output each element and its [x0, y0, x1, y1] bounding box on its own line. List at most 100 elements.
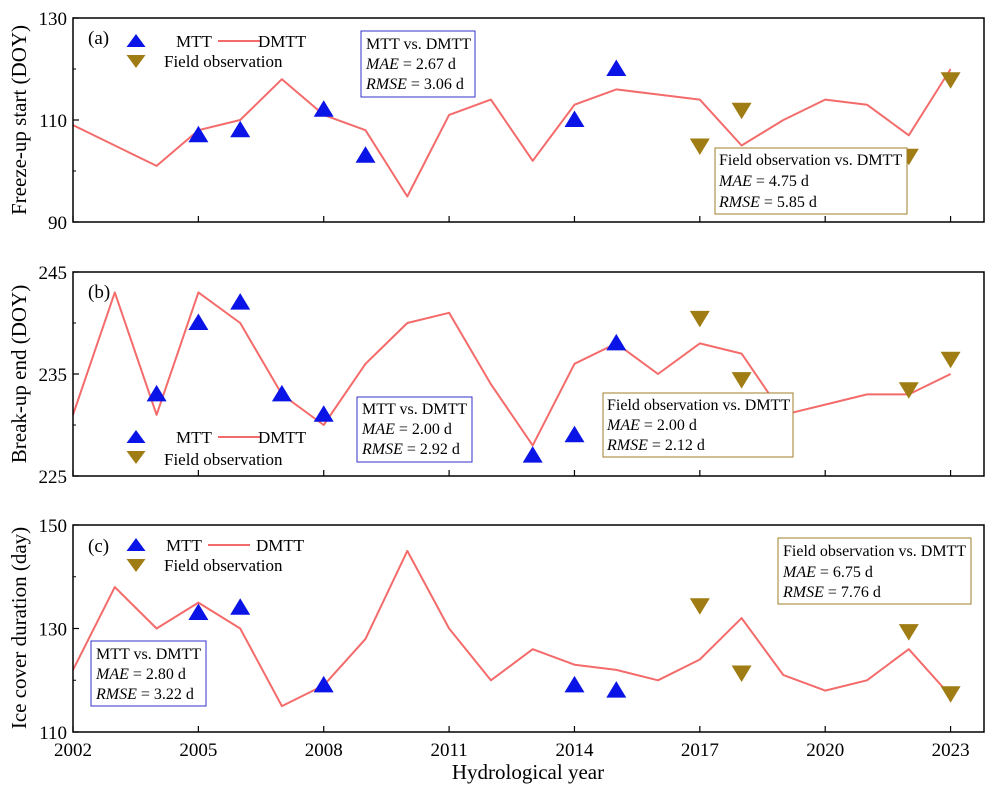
mae-key: MAE	[95, 666, 129, 683]
panel-c-letter: (c)	[88, 536, 109, 557]
rmse-key: RMSE	[95, 686, 137, 703]
panel-c-field-observation-marker	[689, 598, 710, 615]
panel-c-legend: MTT DMTT Field observation	[126, 536, 305, 575]
panel-c-stat-box-field-frame	[777, 537, 972, 605]
rmse-value: = 2.92 d	[403, 441, 460, 458]
panel-c-stat-box-field-rmse: RMSE = 7.76 d	[782, 584, 881, 601]
panel-c-mtt-marker	[230, 598, 251, 615]
mae-key: MAE	[365, 56, 399, 73]
panel-b-stat-box-field-title: Field observation vs. DMTT	[607, 397, 790, 414]
panel-a-y-tick-label: 90	[48, 213, 67, 234]
panel-c-field-observation-marker	[898, 624, 919, 641]
panel-c-ticks: 2002 2005 2008 2011 2014 2017 2020 2023 110 130 15…	[39, 516, 970, 761]
panel-c-stat-box-mtt-title: MTT vs. DMTT	[96, 646, 201, 663]
panel-b-y-tick-label: 245	[39, 263, 68, 284]
rmse-value: = 3.22 d	[137, 686, 194, 703]
rmse-key: RMSE	[361, 441, 403, 458]
panel-a-legend-field-marker	[126, 55, 146, 68]
panel-a-stat-box-mtt-mae: MAE = 2.67 d	[365, 56, 456, 73]
x-tick-label: 2023	[932, 740, 970, 761]
panel-b-mtt-marker	[230, 293, 251, 310]
panel-a-y-tick-label: 110	[39, 111, 67, 132]
rmse-key: RMSE	[718, 194, 760, 211]
panel-b-field-observation-marker	[940, 351, 961, 369]
panel-b-legend-dmtt-label: DMTT	[258, 428, 307, 447]
panel-c-stat-box-mtt-rmse: RMSE = 3.22 d	[95, 686, 194, 703]
panel-a-stat-box-field-mae: MAE = 4.75 d	[718, 173, 809, 190]
panel-c-legend-field-label: Field observation	[164, 556, 283, 575]
rmse-key: RMSE	[606, 437, 648, 454]
panel-a-y-tick-label: 130	[39, 9, 68, 30]
panel-a-field-observation-marker	[731, 102, 752, 120]
panel-a-mtt-marker	[355, 146, 376, 163]
panel-b: 225 235 245 (b) Break-up end (DOY) MTT DMT…	[7, 263, 985, 488]
panel-c-y-tick-label: 150	[39, 516, 68, 537]
panel-b-mtt-marker	[313, 405, 334, 422]
panel-c-field-observation-marker	[940, 686, 961, 703]
panel-c-stat-box-mtt-mae: MAE = 2.80 d	[95, 666, 186, 683]
x-tick-label: 2017	[681, 740, 719, 761]
panel-b-mtt-marker	[188, 313, 209, 330]
panel-b-stat-box-field: Field observation vs. DMTT MAE = 2.00 d …	[602, 392, 794, 458]
panel-b-legend-field-marker	[126, 451, 146, 464]
panel-a-stat-box-field-frame	[714, 147, 908, 215]
panel-a-letter: (a)	[88, 28, 109, 49]
panel-a-stat-box-field-rmse: RMSE = 5.85 d	[718, 194, 817, 211]
mae-value: = 6.75 d	[816, 564, 873, 581]
panel-b-stat-box-mtt-mae: MAE = 2.00 d	[361, 421, 452, 438]
panel-c-dmtt-line	[72, 549, 952, 708]
panel-b-y-axis-label: Break-up end (DOY)	[7, 285, 31, 463]
panel-b-ticks: 225 235 245	[39, 263, 952, 488]
panel-b-legend-mtt-label: MTT	[176, 428, 213, 447]
panel-a-field-observation-marker	[940, 72, 961, 89]
panel-b-dmtt-line	[72, 291, 952, 447]
panel-b-field-observation-marker	[689, 310, 710, 328]
panel-c-field-observation-marker	[731, 665, 752, 682]
panel-c-y-tick-label: 130	[39, 620, 68, 641]
rmse-value: = 7.76 d	[824, 584, 881, 601]
panel-b-legend: MTT DMTT Field observation	[126, 428, 307, 469]
panel-b-stat-box-field-rmse: RMSE = 2.12 d	[606, 437, 705, 454]
panel-c: 2002 2005 2008 2011 2014 2017 2020 2023 110 130 15…	[7, 516, 985, 784]
panel-c-legend-mtt-marker	[126, 538, 146, 551]
mae-value: = 2.80 d	[129, 666, 186, 683]
panel-b-mtt-marker	[522, 446, 543, 463]
x-tick-label: 2008	[305, 740, 343, 761]
panel-b-legend-field-label: Field observation	[164, 450, 283, 469]
panel-c-legend-mtt-label: MTT	[166, 536, 203, 555]
panel-b-marks	[72, 291, 961, 463]
mae-value: = 2.00 d	[395, 421, 452, 438]
panel-b-mtt-marker	[606, 333, 627, 351]
panel-b-stat-box-field-frame	[602, 392, 794, 458]
panel-c-mtt-marker	[313, 675, 334, 693]
panel-a-dmtt-line	[72, 68, 952, 198]
panel-a-mtt-marker	[606, 59, 627, 76]
x-tick-label: 2020	[806, 740, 844, 761]
mae-key: MAE	[606, 417, 640, 434]
panel-a-stat-box-field-title: Field observation vs. DMTT	[719, 152, 902, 169]
panel-a-mtt-marker	[230, 120, 251, 138]
panel-a-legend-mtt-label: MTT	[176, 32, 213, 51]
panel-c-mtt-marker	[606, 681, 627, 698]
panel-b-mtt-marker	[271, 384, 292, 402]
panel-a-marks	[72, 59, 961, 198]
panel-a-mtt-marker	[313, 100, 334, 117]
panel-c-stat-box-field-title: Field observation vs. DMTT	[783, 543, 966, 560]
panel-a-legend-mtt-marker	[126, 34, 146, 47]
panel-a-field-observation-marker	[689, 138, 710, 155]
panel-b-mtt-marker	[564, 425, 585, 443]
panel-c-stat-box-mtt: MTT vs. DMTT MAE = 2.80 d RMSE = 3.22 d	[90, 640, 207, 707]
panel-a-ticks: 90 110 130	[39, 9, 952, 234]
panel-b-field-observation-marker	[898, 382, 919, 399]
panel-c-stat-box-mtt-frame	[90, 640, 207, 707]
panel-a-mtt-marker	[564, 110, 585, 127]
panel-c-legend-field-marker	[126, 559, 146, 572]
x-axis-label: Hydrological year	[452, 760, 604, 784]
panel-a-legend-field-label: Field observation	[164, 52, 283, 71]
panel-a-y-axis-label: Freeze-up start (DOY)	[7, 25, 31, 215]
rmse-value: = 5.85 d	[760, 194, 817, 211]
x-tick-label: 2014	[555, 740, 594, 761]
panel-b-stat-box-mtt-title: MTT vs. DMTT	[362, 401, 467, 418]
panel-a-legend-dmtt-label: DMTT	[258, 32, 307, 51]
panel-c-stat-box-field-mae: MAE = 6.75 d	[782, 564, 873, 581]
